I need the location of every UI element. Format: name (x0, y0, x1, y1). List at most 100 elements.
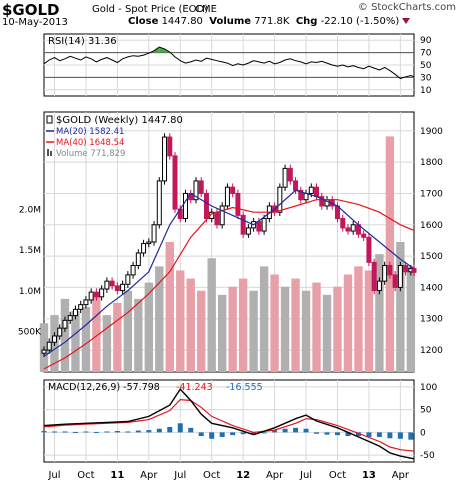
volume-bar (291, 278, 300, 372)
macd-histogram-bar (251, 432, 257, 435)
x-axis-label: Jul (173, 470, 186, 481)
volume-bar (144, 282, 154, 372)
rsi-legend: RSI(14) 31.36 (48, 36, 117, 47)
candle-body (230, 186, 236, 194)
rsi-tick-label: 70 (420, 49, 432, 59)
candle-body (287, 167, 293, 182)
candle-body (256, 221, 262, 232)
candle-body (172, 155, 178, 210)
price-tick-label: 1800 (420, 158, 443, 168)
volume-bar (102, 315, 112, 372)
chg-value: -22.10 (-1.50%) (320, 16, 400, 27)
macd-line (43, 387, 415, 460)
x-axis-label: Apr (140, 470, 158, 481)
volume-value: 771.8K (254, 16, 290, 27)
candle-body (51, 335, 57, 343)
volume-bar (354, 266, 363, 372)
candle-body (104, 280, 110, 290)
macd-signal-line (43, 398, 415, 452)
candle-body (57, 327, 63, 337)
volume-bar (301, 290, 311, 372)
candle-body (67, 315, 73, 321)
macd-histogram-bar (282, 428, 288, 433)
volume-bar (71, 311, 80, 372)
volume-bar (333, 286, 342, 372)
macd-histogram-bar (83, 431, 89, 433)
candle-body (198, 180, 204, 194)
candle-body (46, 341, 52, 351)
volume-label: Volume (209, 16, 252, 27)
price-legend-0: $GOLD (Weekly) 1447.80 (56, 115, 183, 126)
rsi-tick-label: 10 (420, 86, 432, 96)
candle-body (135, 252, 141, 266)
ma20-line (43, 189, 415, 357)
chart-header: $GOLD Gold - Spot Price (EOD) CME © Stoc… (0, 0, 460, 32)
candle-body (156, 180, 162, 226)
macd-histogram-bar (303, 428, 309, 433)
candle-body (125, 274, 131, 285)
candle-body (366, 236, 372, 263)
price-legend-swatch (46, 115, 53, 124)
volume-bar (364, 270, 374, 372)
quote-summary: Close 1447.80 Volume 771.8K Chg -22.10 (… (128, 16, 411, 27)
candle-body (214, 211, 220, 226)
volume-bar (385, 136, 395, 372)
candle-body (224, 186, 230, 207)
candle-body (298, 189, 304, 201)
candle-body (62, 319, 68, 329)
volume-tick-label: 500K (18, 327, 42, 337)
macd-histogram-bar (135, 430, 141, 433)
macd-histogram-bar (261, 432, 267, 434)
price-tick-label: 1200 (420, 346, 443, 356)
macd-histogram-bar (314, 432, 320, 434)
candle-body (403, 264, 409, 273)
volume-bar (176, 270, 185, 372)
volume-bar (134, 298, 143, 372)
macd-histogram-bar (397, 432, 403, 439)
candle-body (397, 264, 403, 288)
macd-histogram-bar (366, 432, 372, 437)
macd-histogram-bar (272, 430, 278, 433)
macd-histogram-bar (167, 426, 173, 433)
macd-legend-0: MACD(12,26,9) -57.798 (48, 382, 160, 393)
chg-label: Chg (295, 16, 318, 27)
volume-bar (165, 242, 174, 372)
macd-histogram-bar (293, 427, 299, 433)
candle-body (167, 136, 173, 157)
macd-histogram-bar (219, 432, 225, 437)
macd-histogram-bar (156, 428, 162, 433)
rsi-overbought-fill (169, 51, 176, 53)
x-axis-label: Apr (392, 470, 410, 481)
macd-histogram-bar (93, 431, 99, 433)
volume-bar (197, 290, 206, 372)
candle-body (314, 186, 320, 198)
volume-bar (155, 266, 164, 372)
volume-bar (259, 266, 269, 372)
macd-histogram-bar (334, 432, 340, 436)
candle-body (146, 241, 152, 245)
candle-body (109, 280, 115, 287)
volume-bar (322, 294, 332, 372)
candle-body (141, 243, 147, 254)
candle-body (83, 299, 89, 306)
candle-body (120, 283, 126, 292)
candle-body (245, 227, 251, 235)
macd-histogram-bar (198, 432, 204, 437)
macd-histogram-bar (125, 431, 131, 433)
exchange-label: CME (195, 4, 217, 15)
candle-body (345, 227, 351, 232)
volume-bar (249, 290, 258, 372)
candle-body (392, 274, 398, 288)
candle-body (151, 224, 157, 243)
macd-histogram-bar (230, 432, 236, 436)
x-axis-label: Jul (299, 470, 312, 481)
volume-bar (280, 286, 290, 372)
candle-body (41, 349, 47, 354)
volume-legend-swatch (47, 149, 49, 156)
price-tick-label: 1500 (420, 252, 443, 262)
volume-bar (343, 274, 353, 372)
candle-body (350, 224, 356, 232)
candle-body (308, 186, 314, 194)
macd-tick-label: 100 (420, 383, 437, 393)
